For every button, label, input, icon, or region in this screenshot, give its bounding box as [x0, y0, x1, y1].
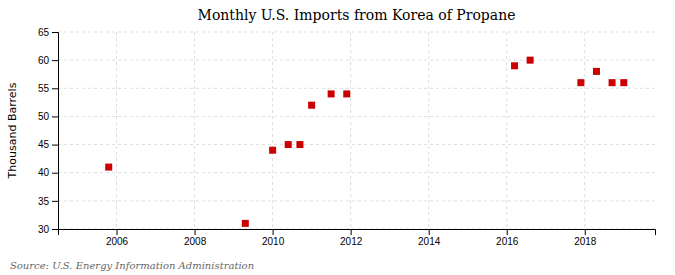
tick-label: 45	[38, 139, 50, 150]
tick: 60	[38, 55, 58, 66]
point	[242, 220, 249, 227]
tick: 2008	[184, 229, 207, 247]
tick: 2014	[418, 229, 441, 247]
chart: 2006 2008 2010 2012 2014 2016 2018 30 35 40 45 50 55…	[0, 0, 675, 275]
tick-label: 40	[38, 167, 50, 178]
tick: 2018	[574, 229, 597, 247]
grid-line	[350, 32, 351, 229]
tick: 40	[38, 167, 58, 178]
tick-label: 50	[38, 111, 50, 122]
grid-line	[194, 32, 195, 229]
tick-mark	[273, 229, 274, 235]
tick: 35	[38, 196, 58, 207]
grid-line	[58, 116, 655, 117]
point	[577, 79, 584, 86]
grid-line	[58, 60, 655, 61]
axis-line	[52, 33, 59, 230]
x-axis: 2006 2008 2010 2012 2014 2016 2018	[59, 229, 656, 247]
tick-label: 2008	[184, 236, 207, 247]
grid-line	[58, 32, 655, 33]
grid-line	[58, 144, 655, 145]
tick-mark	[52, 88, 58, 89]
tick-mark	[351, 229, 352, 235]
tick: 2006	[106, 229, 129, 247]
tick-mark	[52, 116, 58, 117]
point	[105, 164, 112, 171]
point	[527, 57, 534, 64]
point	[511, 62, 518, 69]
grid-line	[58, 88, 655, 89]
tick-label: 35	[38, 196, 50, 207]
point	[328, 90, 335, 97]
y-axis: 30 35 40 45 50 55 60 65	[38, 27, 59, 235]
title: Monthly U.S. Imports from Korea of Propa…	[198, 7, 516, 23]
tick-mark	[585, 229, 586, 235]
grid-line	[428, 32, 429, 229]
tick-label: 2014	[418, 236, 441, 247]
tick-label: 30	[38, 224, 50, 235]
axis-line	[59, 230, 656, 236]
marks	[105, 57, 627, 227]
grid-line	[272, 32, 273, 229]
point	[620, 79, 627, 86]
grid-line	[58, 172, 655, 173]
tick: 2010	[262, 229, 285, 247]
tick-label: 2016	[496, 236, 519, 247]
tick-mark	[117, 229, 118, 235]
point	[343, 90, 350, 97]
grid-line	[584, 32, 585, 229]
tick-label: 2006	[106, 236, 129, 247]
tick-label: 65	[38, 27, 50, 38]
tick-label: 55	[38, 83, 50, 94]
point	[285, 141, 292, 148]
tick-mark	[507, 229, 508, 235]
tick: 65	[38, 27, 58, 38]
point	[296, 141, 303, 148]
grid-line	[116, 32, 117, 229]
grid	[58, 32, 655, 229]
point	[269, 147, 276, 154]
tick-mark	[195, 229, 196, 235]
tick-label: 60	[38, 55, 50, 66]
y-axis-title: Thousand Barrels	[6, 82, 19, 179]
tick-mark	[52, 173, 58, 174]
point	[593, 68, 600, 75]
tick: 2016	[496, 229, 519, 247]
tick-mark	[429, 229, 430, 235]
tick-label: 2010	[262, 236, 285, 247]
tick: 55	[38, 83, 58, 94]
tick: 50	[38, 111, 58, 122]
tick-label: 2012	[340, 236, 363, 247]
point	[609, 79, 616, 86]
grid-line	[58, 200, 655, 201]
tick: 45	[38, 139, 58, 150]
tick-mark	[52, 32, 58, 33]
tick-mark	[52, 229, 58, 230]
grid-line	[506, 32, 507, 229]
tick: 30	[38, 224, 58, 235]
tick-mark	[52, 60, 58, 61]
tick-label: 2018	[574, 236, 597, 247]
plot: 2006 2008 2010 2012 2014 2016 2018 30 35 40 45 50 55…	[38, 27, 656, 247]
point	[308, 102, 315, 109]
tick-mark	[52, 145, 58, 146]
tick-mark	[52, 201, 58, 202]
annotation: Source: U.S. Energy Information Administ…	[10, 260, 254, 271]
tick: 2012	[340, 229, 363, 247]
